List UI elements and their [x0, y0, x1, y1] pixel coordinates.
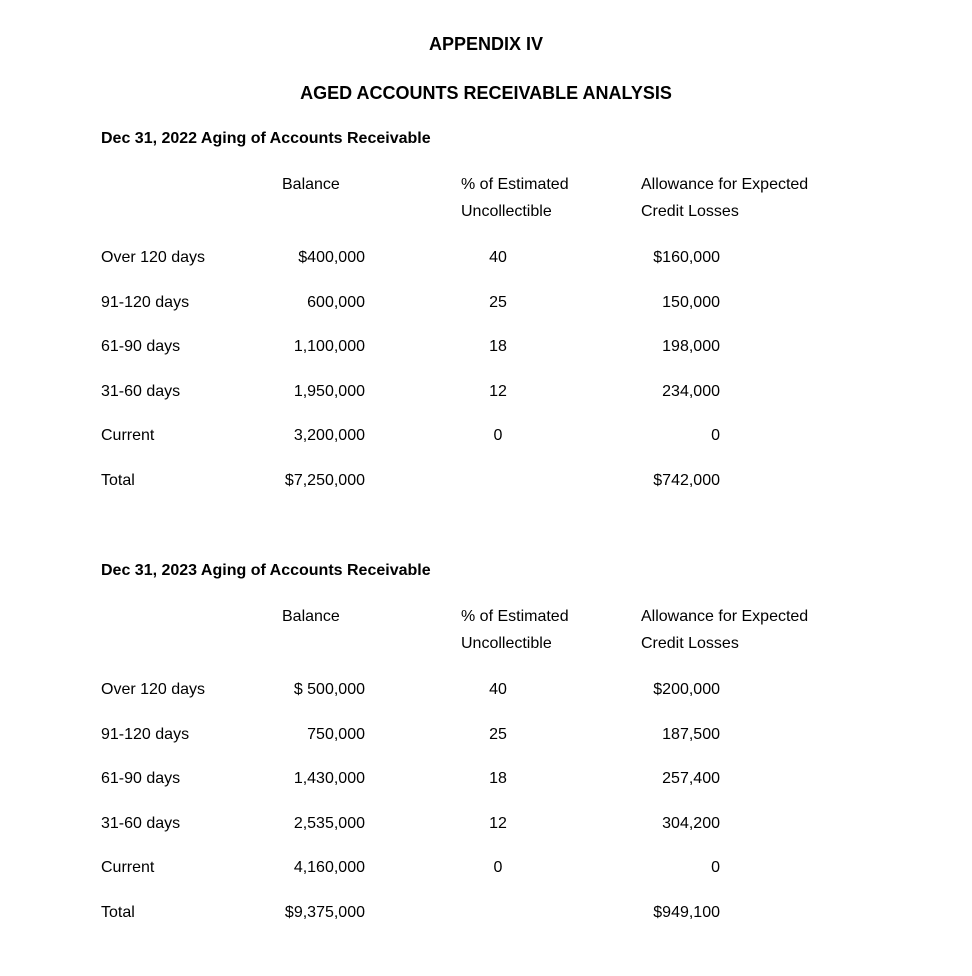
- row-label: Current: [101, 859, 155, 877]
- row-label: 31-60 days: [101, 814, 181, 832]
- cell-pct: 12: [489, 382, 507, 400]
- row-label: Total: [101, 472, 135, 489]
- section-heading: Dec 31, 2023 Aging of Accounts Receivabl…: [101, 562, 431, 579]
- cell-pct: 25: [489, 725, 507, 743]
- row-label: Total: [101, 904, 135, 921]
- row-label: 61-90 days: [101, 770, 181, 788]
- cell-allowance: 187,500: [662, 725, 720, 743]
- row-label: Over 120 days: [101, 681, 206, 698]
- column-header-balance: Balance: [282, 608, 340, 625]
- cell-pct: 18: [489, 770, 507, 788]
- cell-allowance: 0: [711, 859, 720, 877]
- column-header-allowance: Allowance for Expected: [641, 608, 809, 625]
- cell-pct: 40: [489, 681, 507, 698]
- column-header-pct: % of Estimated: [461, 176, 569, 193]
- column-header-allowance-line2: Credit Losses: [641, 635, 739, 652]
- cell-balance: $ 500,000: [293, 681, 365, 698]
- column-header-balance: Balance: [282, 176, 340, 193]
- cell-allowance: 0: [711, 427, 720, 445]
- cell-balance: 1,430,000: [293, 770, 365, 788]
- row-label: Over 120 days: [101, 249, 206, 266]
- cell-allowance: $200,000: [653, 681, 720, 698]
- column-header-allowance: Allowance for Expected: [641, 176, 809, 193]
- column-header-pct-line2: Uncollectible: [461, 635, 552, 652]
- cell-balance: 600,000: [307, 293, 365, 311]
- cell-allowance: 150,000: [662, 293, 720, 311]
- cell-balance: $9,375,000: [284, 904, 365, 921]
- cell-balance: 3,200,000: [293, 427, 365, 445]
- cell-pct: 0: [493, 427, 503, 445]
- column-header-allowance-line2: Credit Losses: [641, 203, 739, 220]
- cell-balance: 1,950,000: [293, 382, 365, 400]
- cell-pct: 0: [493, 859, 503, 877]
- cell-allowance: 198,000: [662, 338, 720, 356]
- column-header-pct-line2: Uncollectible: [461, 203, 552, 220]
- cell-allowance: 304,200: [662, 814, 720, 832]
- cell-balance: 4,160,000: [293, 859, 365, 877]
- cell-allowance: 257,400: [662, 770, 720, 788]
- cell-balance: 1,100,000: [293, 338, 365, 356]
- cell-pct: 12: [489, 814, 507, 832]
- column-header-pct: % of Estimated: [461, 608, 569, 625]
- document-title: APPENDIX IV: [428, 34, 544, 54]
- cell-balance: $7,250,000: [284, 472, 365, 489]
- cell-pct: 25: [489, 293, 507, 311]
- cell-balance: 750,000: [307, 725, 365, 743]
- cell-allowance: $949,100: [653, 904, 720, 921]
- row-label: 91-120 days: [101, 725, 190, 743]
- cell-allowance: $160,000: [653, 249, 720, 266]
- cell-balance: 2,535,000: [293, 814, 365, 832]
- cell-pct: 40: [489, 249, 507, 266]
- row-label: 31-60 days: [101, 382, 181, 400]
- row-label: Current: [101, 427, 155, 445]
- row-label: 91-120 days: [101, 293, 190, 311]
- cell-allowance: 234,000: [662, 382, 720, 400]
- cell-pct: 18: [489, 338, 507, 356]
- cell-allowance: $742,000: [653, 472, 720, 489]
- document-subtitle: AGED ACCOUNTS RECEIVABLE ANALYSIS: [300, 83, 672, 103]
- cell-balance: $400,000: [298, 249, 365, 266]
- section-heading: Dec 31, 2022 Aging of Accounts Receivabl…: [101, 130, 431, 147]
- row-label: 61-90 days: [101, 338, 181, 356]
